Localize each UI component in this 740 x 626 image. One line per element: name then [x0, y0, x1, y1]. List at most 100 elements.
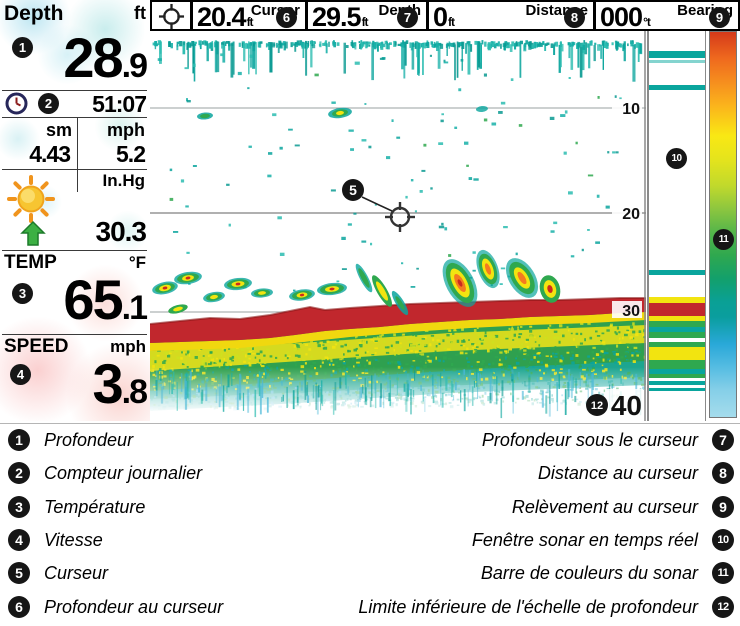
depth-mark-20: 20 — [622, 206, 640, 223]
sonar-return-band — [649, 297, 705, 303]
badge-12-number: 12 — [591, 400, 603, 412]
divider — [77, 118, 78, 192]
sonar-return-band — [649, 388, 705, 391]
legend-text-4: Vitesse — [44, 529, 103, 550]
fish-return — [197, 105, 488, 120]
sonar-return-band — [649, 60, 705, 63]
depth-scale: 10 20 30 40 — [605, 99, 643, 421]
badge-8: 8 — [564, 7, 585, 28]
badge-9: 9 — [709, 7, 730, 28]
badge-5-number: 5 — [349, 182, 357, 198]
cursor-crosshair-icon — [361, 196, 415, 232]
sonar-return-band — [649, 342, 705, 347]
sonar-return-band — [649, 270, 705, 275]
badge-4: 4 — [10, 364, 31, 385]
clock-icon — [5, 92, 28, 120]
distance-value: 0 ft — [433, 2, 455, 32]
depth-mark-30: 30 — [622, 303, 640, 320]
bearing-value: 000 °t — [600, 2, 651, 32]
legend-badge-11: 11 — [712, 562, 734, 584]
sonar-plot: 5 10 20 30 40 12 — [150, 31, 646, 421]
badge-11: 11 — [713, 229, 734, 250]
divider — [2, 90, 147, 91]
legend-item-4: 4 Vitesse — [8, 528, 103, 552]
legend-text-2: Compteur journalier — [44, 462, 203, 483]
trip-speed-value: 5.2 — [116, 141, 146, 167]
legend-text-11: Barre de couleurs du sonar — [480, 562, 698, 583]
sonar-return-band — [649, 85, 705, 90]
sonar-return-band — [649, 347, 705, 360]
badge-7: 7 — [397, 7, 418, 28]
cursor-readout: 20.4 ft Cursor 6 — [192, 0, 307, 31]
legend-text-1: Profondeur — [44, 429, 134, 450]
legend-item-7: 7 Profondeur sous le curseur — [482, 428, 734, 452]
depth-label: Depth — [4, 2, 64, 25]
sonar-return-band — [649, 316, 705, 321]
legend-item-1: 1 Profondeur — [8, 428, 133, 452]
legend-badge-9: 9 — [712, 496, 734, 518]
legend-text-10: Fenêtre sonar en temps réel — [471, 529, 698, 550]
realtime-sonar-window: 10 — [647, 31, 706, 421]
badge-6: 6 — [276, 7, 297, 28]
legend-badge-8: 8 — [712, 462, 734, 484]
depth-scale-limit: 40 — [611, 390, 642, 421]
legend-item-5: 5 Curseur — [8, 561, 108, 585]
bearing-readout: 000 °t Bearing 9 — [595, 0, 740, 31]
trip-distance-value: 4.43 — [29, 141, 71, 167]
divider — [2, 334, 147, 335]
digital-readout-panel: Depth ft 1 28.9 2 51:07 sm mph 4.43 5.2 — [0, 0, 152, 421]
surface-clutter — [152, 40, 643, 82]
trip-speed-unit: mph — [107, 120, 145, 140]
legend-badge-3: 3 — [8, 496, 30, 518]
divider — [2, 250, 147, 251]
depth-at-cursor-value: 29.5 ft — [312, 2, 369, 32]
depth-at-cursor-readout: 29.5ft Depth 7 — [307, 0, 428, 31]
legend-text-8: Distance au curseur — [537, 462, 698, 483]
badge-5 — [342, 179, 364, 201]
sonar-return-band — [649, 369, 705, 374]
legend-item-6: 6 Profondeur au curseur — [8, 595, 223, 619]
sonar-color-bar: 11 — [709, 31, 737, 418]
bottom-return — [150, 297, 646, 421]
depth-value: 28.9 — [63, 26, 148, 89]
legend-text-6: Profondeur au curseur — [44, 596, 224, 617]
badge-2: 2 — [38, 93, 59, 114]
legend-item-11: 11 Barre de couleurs du sonar — [481, 561, 734, 585]
fishfinder-screen: Depth ft 1 28.9 2 51:07 sm mph 4.43 5.2 — [0, 0, 740, 421]
legend-badge-12: 12 — [712, 596, 734, 618]
sonar-return-band — [649, 374, 705, 378]
sonar-return-band — [649, 381, 705, 385]
legend-badge-4: 4 — [8, 529, 30, 551]
fish-arches — [152, 249, 561, 316]
crosshair-icon — [158, 3, 185, 35]
sonar-return-band — [649, 51, 705, 58]
crosshair-box — [150, 0, 192, 31]
pressure-value: 30.3 — [95, 216, 147, 247]
sonar-return-band — [649, 360, 705, 369]
legend-badge-7: 7 — [712, 429, 734, 451]
trip-distance-unit: sm — [45, 120, 72, 140]
cursor-value: 20.4 ft — [197, 2, 254, 32]
legend-item-9: 9 Relèvement au curseur — [512, 495, 734, 519]
legend-text-9: Relèvement au curseur — [511, 496, 698, 517]
pressure-unit: In.Hg — [102, 171, 146, 190]
sonar-display: 5 10 20 30 40 12 — [150, 31, 646, 421]
legend-badge-6: 6 — [8, 596, 30, 618]
depth-unit: ft — [134, 3, 146, 23]
legend-item-3: 3 Température — [8, 495, 145, 519]
legend-item-10: 10 Fenêtre sonar en temps réel — [472, 528, 734, 552]
legend-text-7: Profondeur sous le curseur — [481, 429, 698, 450]
legend-text-5: Curseur — [44, 562, 109, 583]
badge-1: 1 — [12, 37, 33, 58]
badge-10: 10 — [666, 148, 687, 169]
legend-badge-10: 10 — [712, 529, 734, 551]
cursor-readout-bar: 20.4ft Cursor 6 29.5ft Depth 7 0ft Dista… — [150, 0, 740, 31]
legend-badge-1: 1 — [8, 429, 30, 451]
divider — [2, 169, 147, 170]
speed-unit: mph — [110, 337, 146, 356]
speed-label: SPEED — [4, 336, 69, 357]
sonar-return-band — [649, 332, 705, 338]
temp-label: TEMP — [4, 252, 57, 273]
speed-value: 3.8 — [92, 352, 148, 415]
